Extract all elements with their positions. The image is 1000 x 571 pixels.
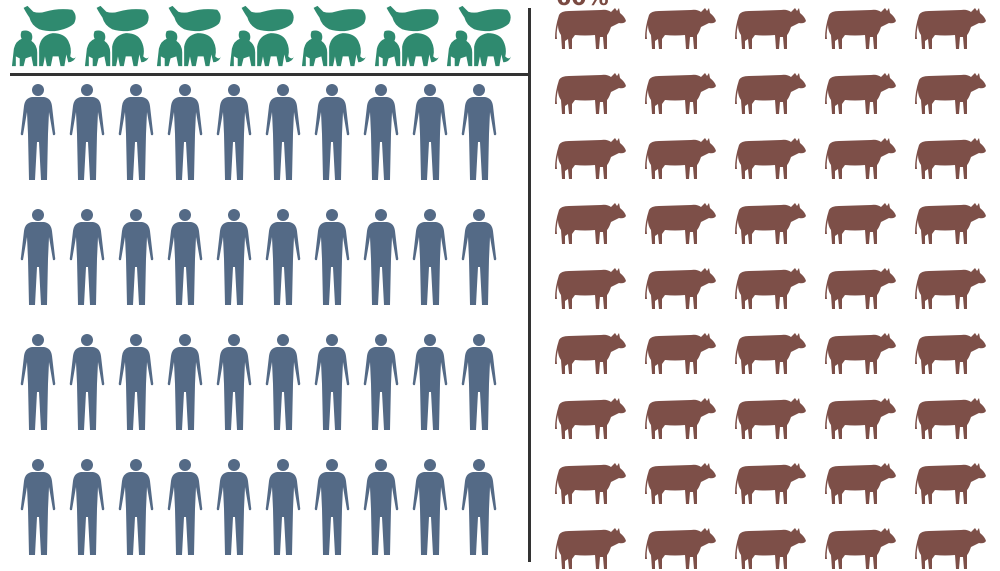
cow-icon: [735, 265, 807, 311]
human-icon: [114, 457, 158, 557]
human-icon: [16, 332, 60, 432]
human-icon: [457, 332, 501, 432]
cow-icon: [735, 135, 807, 181]
cow-icon: [735, 70, 807, 116]
cow-icon: [825, 460, 897, 506]
cow-icon: [555, 135, 627, 181]
wild-mammal-icon: [83, 2, 151, 70]
wild-mammal-icon: [445, 2, 513, 70]
cow-icon: [825, 395, 897, 441]
human-icon: [163, 207, 207, 307]
human-icon: [16, 82, 60, 182]
cow-icon: [915, 200, 987, 246]
livestock-percent-label: 60%: [556, 0, 609, 11]
human-icon: [163, 332, 207, 432]
wild-mammal-icon: [228, 2, 296, 70]
human-icon: [310, 207, 354, 307]
cow-icon: [825, 525, 897, 571]
cow-icon: [915, 460, 987, 506]
human-icon: [163, 82, 207, 182]
cow-icon: [825, 70, 897, 116]
human-icon: [359, 207, 403, 307]
human-icon: [310, 82, 354, 182]
human-icon: [359, 82, 403, 182]
human-icon: [261, 82, 305, 182]
cow-icon: [825, 135, 897, 181]
human-icon: [310, 332, 354, 432]
human-icon: [212, 207, 256, 307]
human-icon: [114, 207, 158, 307]
human-icon: [408, 207, 452, 307]
human-icon: [114, 332, 158, 432]
human-icon: [261, 332, 305, 432]
human-icon: [261, 207, 305, 307]
human-icon: [65, 82, 109, 182]
cow-icon: [555, 5, 627, 51]
human-icon: [212, 82, 256, 182]
human-icon: [359, 457, 403, 557]
cow-icon: [735, 330, 807, 376]
human-icon: [408, 82, 452, 182]
human-icon: [114, 82, 158, 182]
cow-icon: [555, 265, 627, 311]
cow-icon: [915, 5, 987, 51]
cow-icon: [915, 70, 987, 116]
human-icon: [261, 457, 305, 557]
human-icon: [457, 457, 501, 557]
human-icon: [457, 82, 501, 182]
cow-icon: [645, 200, 717, 246]
cow-icon: [555, 525, 627, 571]
cow-icon: [735, 525, 807, 571]
cow-icon: [645, 330, 717, 376]
human-icon: [16, 457, 60, 557]
cow-icon: [555, 200, 627, 246]
human-icon: [408, 457, 452, 557]
human-icon: [65, 332, 109, 432]
human-icon: [163, 457, 207, 557]
human-icon: [65, 207, 109, 307]
vertical-divider: [528, 8, 531, 562]
cow-icon: [645, 460, 717, 506]
cow-icon: [915, 330, 987, 376]
human-icon: [212, 457, 256, 557]
cow-icon: [825, 330, 897, 376]
wild-mammal-icon: [300, 2, 368, 70]
cow-icon: [915, 395, 987, 441]
wild-mammal-icon: [10, 2, 78, 70]
cow-icon: [555, 330, 627, 376]
cow-icon: [555, 395, 627, 441]
cow-icon: [825, 200, 897, 246]
cow-icon: [645, 70, 717, 116]
cow-icon: [825, 265, 897, 311]
cow-icon: [645, 395, 717, 441]
human-icon: [408, 332, 452, 432]
cow-icon: [735, 5, 807, 51]
wild-mammal-icon: [373, 2, 441, 70]
cow-icon: [735, 460, 807, 506]
human-icon: [212, 332, 256, 432]
cow-icon: [735, 395, 807, 441]
cow-icon: [645, 5, 717, 51]
human-icon: [16, 207, 60, 307]
cow-icon: [555, 70, 627, 116]
human-icon: [310, 457, 354, 557]
cow-icon: [555, 460, 627, 506]
cow-icon: [915, 265, 987, 311]
human-icon: [65, 457, 109, 557]
cow-icon: [915, 525, 987, 571]
cow-icon: [735, 200, 807, 246]
wild-mammal-icon: [155, 2, 223, 70]
cow-icon: [645, 135, 717, 181]
human-icon: [457, 207, 501, 307]
horizontal-divider: [10, 73, 529, 76]
cow-icon: [645, 525, 717, 571]
cow-icon: [825, 5, 897, 51]
cow-icon: [645, 265, 717, 311]
cow-icon: [915, 135, 987, 181]
human-icon: [359, 332, 403, 432]
